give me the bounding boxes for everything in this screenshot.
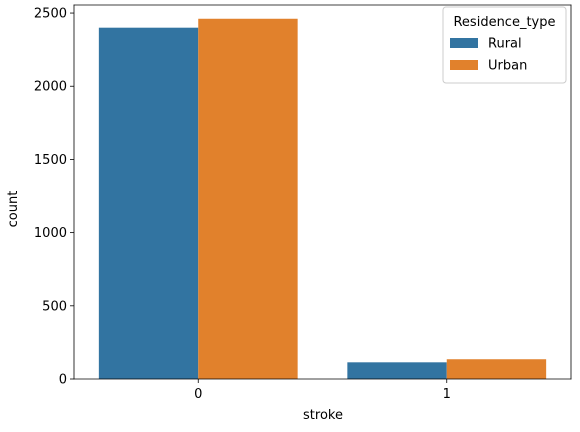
bar-urban-1 [446, 359, 547, 379]
legend-title: Residence_type [453, 15, 555, 30]
y-tick-label: 2500 [34, 7, 67, 22]
x-tick-label: 1 [443, 387, 451, 402]
y-tick-label: 1500 [34, 153, 67, 168]
y-axis: 0 500 1000 1500 2000 2500 [34, 7, 74, 388]
legend-label-urban: Urban [488, 59, 527, 74]
y-axis-label: count [6, 191, 21, 228]
legend: Residence_type Rural Urban [442, 6, 567, 84]
legend-swatch-rural [450, 38, 478, 48]
bar-urban-0 [198, 18, 298, 380]
y-tick-label: 1000 [34, 226, 67, 241]
y-tick-label: 500 [42, 299, 67, 314]
plot-area [73, 4, 572, 380]
bar-rural-1 [347, 362, 447, 379]
y-tick-label: 0 [59, 373, 67, 388]
legend-swatch-urban [450, 60, 478, 70]
legend-label-rural: Rural [488, 37, 522, 52]
y-tick-label: 2000 [34, 80, 67, 95]
bar-rural-0 [98, 27, 199, 380]
x-tick-label: 0 [194, 387, 202, 402]
x-axis-label: stroke [303, 408, 343, 423]
